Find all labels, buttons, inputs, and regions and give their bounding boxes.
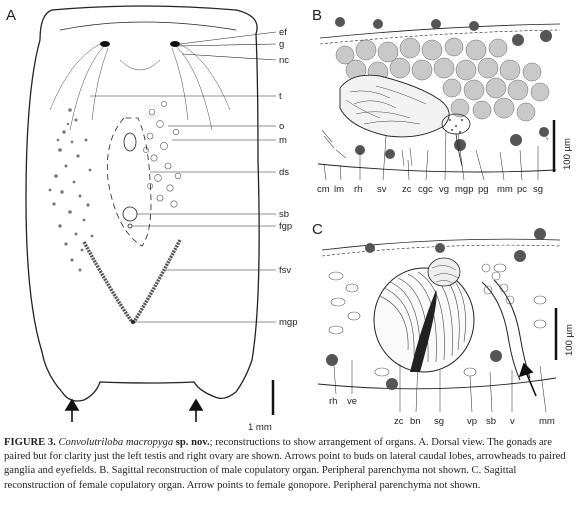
worm-body-outline — [25, 5, 260, 402]
scale-label-b: 100 µm — [562, 138, 573, 170]
label-nc: nc — [279, 55, 289, 66]
ovary — [143, 101, 182, 208]
label-vg: vg — [439, 184, 449, 195]
label-mgp-b: mgp — [455, 184, 473, 195]
label-cm: cm — [317, 184, 330, 195]
label-rh-c: rh — [329, 396, 337, 407]
testis — [48, 108, 94, 272]
seminal-bursa — [373, 257, 475, 373]
label-vp: vp — [467, 416, 477, 427]
figure-caption: FIGURE 3. Convolutriloba macropyga sp. n… — [4, 436, 573, 493]
label-rh: rh — [354, 184, 362, 195]
label-ds: ds — [279, 167, 289, 178]
panel-c-labels: rh ve zc bn sg vp sb v mm — [329, 396, 555, 427]
digestive-syncytium — [107, 117, 152, 247]
bud-arrows — [64, 398, 204, 422]
label-t: t — [279, 91, 282, 102]
panel-b-letter: B — [312, 7, 322, 24]
label-o: o — [279, 121, 284, 132]
panel-b-labels: cm lm rh sv zc cgc vg mgp pg mm pc sg — [317, 184, 543, 195]
label-lm: lm — [334, 184, 344, 195]
label-zc: zc — [402, 184, 412, 195]
panel-b: B — [312, 7, 573, 195]
label-mm-c: mm — [539, 416, 555, 427]
seminal-vesicle — [339, 74, 450, 138]
label-sv: sv — [377, 184, 387, 195]
caption-text: ; reconstructions to show arrangement of… — [4, 437, 566, 491]
label-mgp: mgp — [279, 317, 297, 328]
panel-a-labels: ef g nc t o m ds sb fgp fsv mgp — [279, 27, 297, 328]
label-sg: sg — [533, 184, 543, 195]
panel-a: A — [6, 5, 297, 433]
caption-sp-nov: sp. nov. — [175, 437, 210, 448]
label-sg-c: sg — [434, 416, 444, 427]
caption-species: Convolutriloba macropyga — [58, 437, 174, 448]
label-sb: sb — [279, 209, 289, 220]
label-ve: ve — [347, 396, 357, 407]
panel-a-letter: A — [6, 7, 16, 24]
label-v: v — [510, 416, 515, 427]
label-bn: bn — [410, 416, 421, 427]
panel-c: C — [312, 221, 575, 427]
label-m: m — [279, 135, 287, 146]
label-pc: pc — [517, 184, 527, 195]
label-ef: ef — [279, 27, 287, 38]
caption-label: FIGURE 3. — [4, 437, 56, 448]
scale-label-a: 1 mm — [248, 422, 272, 433]
label-mm: mm — [497, 184, 513, 195]
label-fsv: fsv — [279, 265, 291, 276]
scale-label-c: 100 µm — [564, 324, 575, 356]
label-g: g — [279, 39, 284, 50]
label-fgp: fgp — [279, 221, 292, 232]
label-zc-c: zc — [394, 416, 404, 427]
label-pg: pg — [478, 184, 489, 195]
panel-c-letter: C — [312, 221, 323, 238]
label-cgc: cgc — [418, 184, 433, 195]
label-sb-c: sb — [486, 416, 496, 427]
